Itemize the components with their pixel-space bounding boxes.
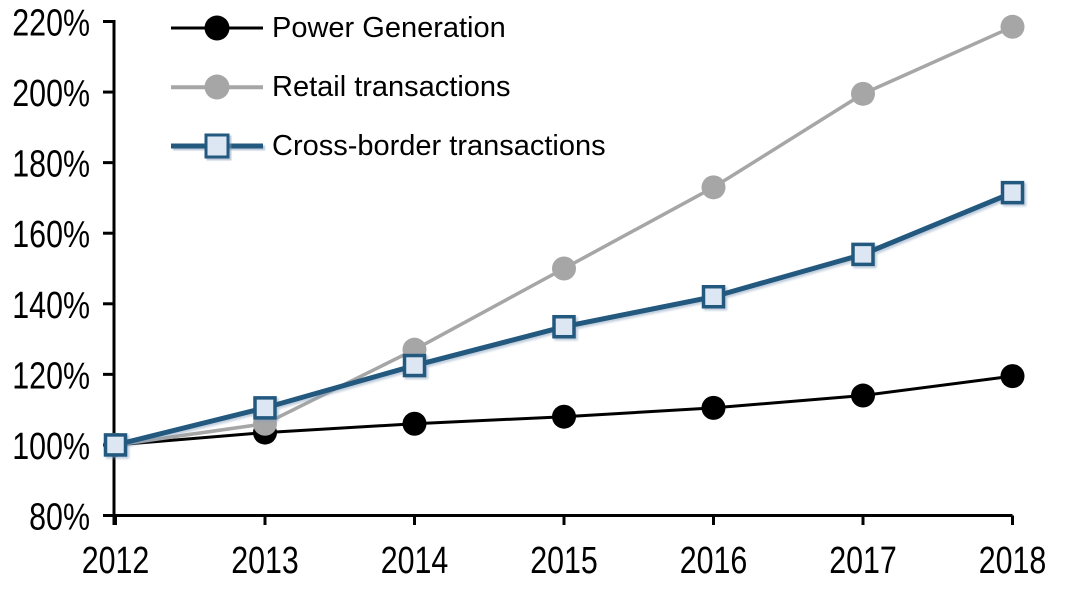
retail-transactions-line-marker-icon	[171, 72, 263, 102]
marker-cross-border-transactions-2012	[103, 433, 128, 457]
x-tick-label-2016: 2016	[680, 540, 748, 582]
marker-power-generation-2018	[1000, 364, 1025, 389]
series-power-generation	[103, 364, 1025, 457]
marker-power-generation-2015	[552, 404, 576, 429]
x-tick-label-2017: 2017	[829, 540, 897, 582]
legend-label-power-generation: Power Generation	[272, 12, 506, 44]
marker-power-generation-2016	[701, 395, 726, 420]
x-tick-label-2013: 2013	[231, 540, 299, 582]
legend-item-cross-border-transactions: Cross-border transactions	[171, 131, 606, 161]
marker-retail-transactions-2017	[851, 81, 875, 106]
marker-power-generation-2017	[851, 383, 875, 408]
y-tick-label-120-: 120%	[12, 355, 90, 397]
legend-item-retail-transactions: Retail transactions	[171, 72, 606, 102]
legend-label-cross-border-transactions: Cross-border transactions	[272, 130, 606, 162]
y-tick-label-80-: 80%	[29, 496, 90, 538]
x-tick-label-2018: 2018	[979, 540, 1047, 582]
legend: Power Generation Retail transactions Cro…	[171, 13, 606, 161]
marker-cross-border-transactions-2014	[402, 353, 427, 378]
x-tick-label-2012: 2012	[82, 540, 150, 582]
power-generation-line-marker-icon	[171, 13, 263, 43]
marker-retail-transactions-2016	[701, 175, 726, 200]
y-tick-label-220-: 220%	[12, 2, 90, 44]
y-tick-label-180-: 180%	[12, 144, 90, 186]
marker-retail-transactions-2015	[552, 256, 576, 281]
marker-cross-border-transactions-2017	[851, 242, 875, 267]
marker-retail-transactions-2018	[1000, 14, 1025, 39]
marker-power-generation-2014	[402, 411, 427, 436]
marker-cross-border-transactions-2018	[1000, 180, 1025, 205]
legend-item-power-generation: Power Generation	[171, 13, 606, 43]
series-cross-border-transactions	[103, 180, 1025, 457]
x-tick-label-2014: 2014	[381, 540, 449, 582]
y-tick-label-160-: 160%	[12, 214, 90, 256]
marker-cross-border-transactions-2016	[701, 284, 726, 309]
y-tick-label-100-: 100%	[12, 426, 90, 468]
y-tick-label-140-: 140%	[12, 285, 90, 327]
x-tick-label-2015: 2015	[530, 540, 598, 582]
y-tick-label-200-: 200%	[12, 73, 90, 115]
cross-border-transactions-line-marker-icon	[171, 131, 263, 161]
marker-cross-border-transactions-2013	[253, 396, 277, 420]
marker-cross-border-transactions-2015	[552, 314, 576, 339]
legend-label-retail-transactions: Retail transactions	[272, 71, 511, 103]
